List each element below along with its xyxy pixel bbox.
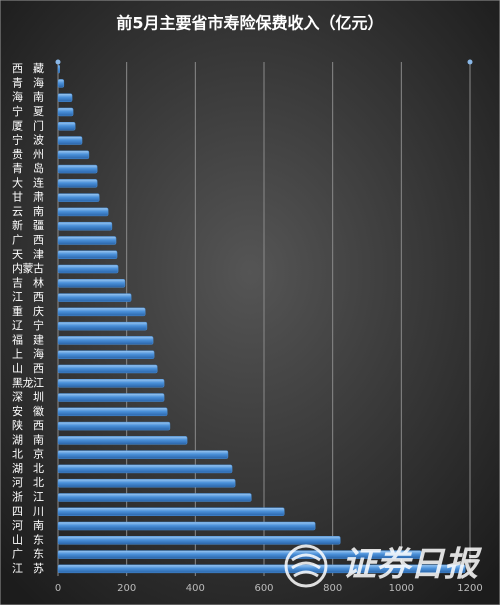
- bar: [57, 293, 132, 302]
- bar: [57, 521, 316, 531]
- y-tick-label: 黑龙江: [12, 376, 44, 389]
- x-tick-label: 0: [55, 583, 61, 594]
- x-tick-label: 600: [254, 583, 273, 594]
- bar: [57, 393, 165, 402]
- x-tick-label: 400: [186, 583, 205, 594]
- bar: [57, 507, 285, 516]
- bar: [57, 193, 100, 202]
- bar: [57, 93, 73, 102]
- bar: [57, 136, 83, 145]
- bar: [57, 364, 158, 374]
- bar: [57, 79, 65, 88]
- bar: [57, 164, 98, 174]
- x-tick-label: 1200: [457, 583, 482, 594]
- chart-title: 前5月主要省市寿险保费收入（亿元）: [116, 14, 383, 33]
- bar: [57, 407, 168, 417]
- bar: [57, 307, 146, 317]
- bar: [57, 436, 188, 445]
- x-tick-label: 800: [323, 583, 342, 594]
- axis-dot: [55, 59, 61, 65]
- bar: [57, 250, 118, 259]
- bar: [57, 350, 155, 359]
- bar: [57, 336, 154, 345]
- bar: [57, 279, 126, 288]
- bar: [57, 536, 341, 545]
- bar: [57, 321, 148, 331]
- watermark: 证券日报: [342, 545, 483, 585]
- bar: [57, 236, 117, 245]
- bar: [57, 107, 74, 117]
- bar: [57, 550, 422, 559]
- bar: [57, 122, 76, 131]
- x-tick-label: 200: [117, 583, 136, 594]
- logo: [284, 544, 328, 588]
- bar: [57, 464, 233, 474]
- bar: [57, 564, 466, 574]
- bar: [57, 493, 252, 502]
- bar: [57, 179, 98, 188]
- bar: [57, 421, 171, 431]
- x-tick-label: 1000: [389, 583, 414, 594]
- bar: [57, 64, 60, 74]
- bar: [57, 150, 90, 160]
- y-tick-label: 内蒙古: [12, 261, 44, 275]
- axis-dot: [467, 59, 473, 65]
- bar: [57, 221, 113, 231]
- bar: [57, 207, 109, 217]
- bar: [57, 264, 119, 274]
- bar: [57, 379, 165, 388]
- bar: [57, 450, 229, 459]
- bar: [57, 478, 236, 488]
